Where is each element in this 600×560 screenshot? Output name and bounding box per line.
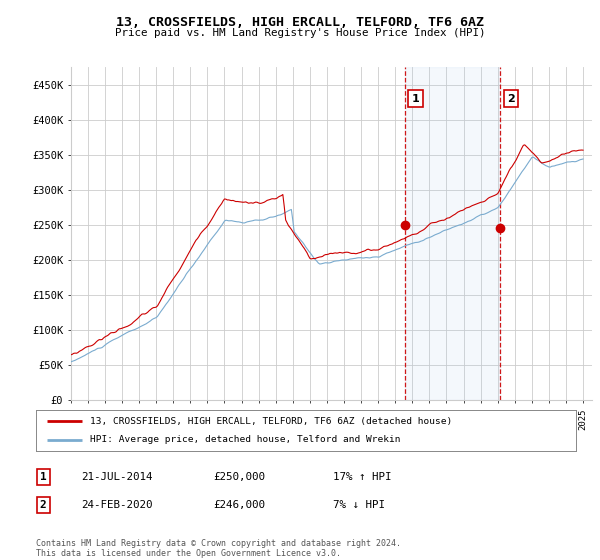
Text: 2: 2: [40, 500, 47, 510]
Text: £250,000: £250,000: [213, 472, 265, 482]
Text: £246,000: £246,000: [213, 500, 265, 510]
Text: 13, CROSSFIELDS, HIGH ERCALL, TELFORD, TF6 6AZ: 13, CROSSFIELDS, HIGH ERCALL, TELFORD, T…: [116, 16, 484, 29]
Text: 17% ↑ HPI: 17% ↑ HPI: [333, 472, 392, 482]
Text: 7% ↓ HPI: 7% ↓ HPI: [333, 500, 385, 510]
Text: 1: 1: [412, 94, 419, 104]
Bar: [404, 67, 500, 400]
Text: Price paid vs. HM Land Registry's House Price Index (HPI): Price paid vs. HM Land Registry's House …: [115, 28, 485, 38]
Text: 21-JUL-2014: 21-JUL-2014: [81, 472, 152, 482]
Text: 24-FEB-2020: 24-FEB-2020: [81, 500, 152, 510]
Text: Contains HM Land Registry data © Crown copyright and database right 2024.
This d: Contains HM Land Registry data © Crown c…: [36, 539, 401, 558]
Text: 13, CROSSFIELDS, HIGH ERCALL, TELFORD, TF6 6AZ (detached house): 13, CROSSFIELDS, HIGH ERCALL, TELFORD, T…: [90, 417, 452, 426]
Text: 1: 1: [40, 472, 47, 482]
Text: 2: 2: [507, 94, 515, 104]
Text: HPI: Average price, detached house, Telford and Wrekin: HPI: Average price, detached house, Telf…: [90, 436, 401, 445]
